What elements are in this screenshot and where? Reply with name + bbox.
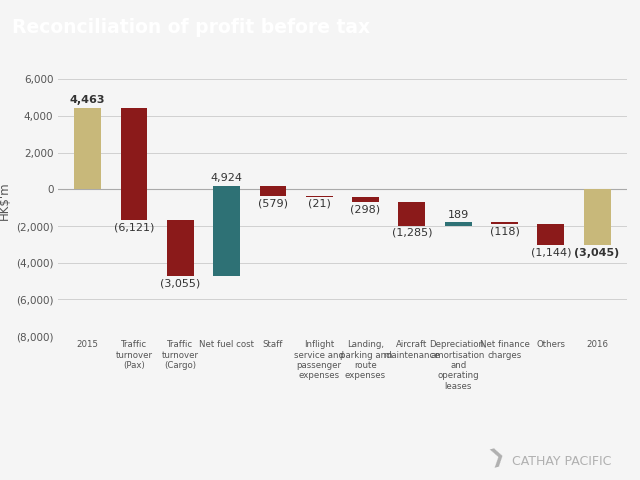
Text: (6,121): (6,121) bbox=[114, 222, 154, 232]
Bar bbox=[491, 222, 518, 224]
Text: (3,055): (3,055) bbox=[160, 278, 200, 288]
Bar bbox=[399, 202, 426, 226]
Bar bbox=[352, 196, 379, 202]
Bar bbox=[538, 224, 564, 245]
Text: CATHAY PACIFIC: CATHAY PACIFIC bbox=[512, 455, 611, 468]
Text: (298): (298) bbox=[351, 204, 381, 215]
Text: (579): (579) bbox=[258, 199, 288, 208]
Y-axis label: HK$'m: HK$'m bbox=[0, 181, 10, 220]
Text: (118): (118) bbox=[490, 227, 520, 237]
Text: (1,285): (1,285) bbox=[392, 228, 432, 238]
Bar bbox=[445, 222, 472, 226]
Text: (3,045): (3,045) bbox=[575, 248, 620, 258]
Bar bbox=[584, 190, 611, 245]
Text: 189: 189 bbox=[447, 210, 468, 220]
Bar bbox=[213, 186, 240, 276]
Text: (21): (21) bbox=[308, 199, 331, 209]
Bar bbox=[120, 108, 147, 220]
Bar bbox=[167, 220, 194, 276]
Bar bbox=[74, 108, 101, 190]
Bar bbox=[259, 186, 286, 196]
Text: (1,144): (1,144) bbox=[531, 248, 571, 258]
Text: ❯: ❯ bbox=[486, 445, 507, 468]
Text: 4,924: 4,924 bbox=[211, 173, 243, 183]
Text: Reconciliation of profit before tax: Reconciliation of profit before tax bbox=[12, 18, 370, 37]
Text: 4,463: 4,463 bbox=[70, 95, 106, 105]
